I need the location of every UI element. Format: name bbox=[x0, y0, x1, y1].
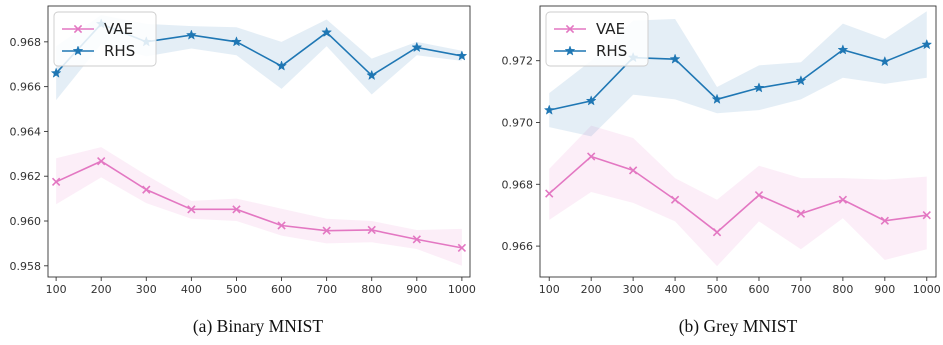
point-rhs bbox=[837, 44, 849, 55]
x-tick-label: 200 bbox=[91, 283, 112, 296]
plot-frame bbox=[47, 5, 471, 278]
point-rhs bbox=[411, 41, 423, 53]
point-vae bbox=[457, 243, 467, 253]
x-tick-label: 100 bbox=[539, 283, 560, 296]
x-tick-label: 1000 bbox=[448, 283, 476, 296]
y-tick-label: 0.966 bbox=[502, 240, 534, 253]
point-vae bbox=[277, 221, 286, 230]
legend-marker-vae bbox=[565, 24, 575, 34]
x-tick-label: 500 bbox=[226, 283, 247, 296]
y-tick-label: 0.966 bbox=[10, 81, 42, 94]
x-tick-label: 300 bbox=[136, 283, 157, 296]
point-vae bbox=[51, 177, 61, 186]
point-rhs bbox=[711, 93, 723, 104]
point-rhs bbox=[321, 26, 333, 38]
point-rhs bbox=[185, 29, 197, 40]
point-vae bbox=[232, 205, 241, 214]
point-rhs bbox=[231, 36, 242, 47]
x-tick-label: 1000 bbox=[913, 283, 941, 296]
x-tick-label: 900 bbox=[874, 283, 895, 296]
point-vae bbox=[754, 190, 764, 200]
y-tick-label: 0.968 bbox=[10, 36, 42, 49]
x-tick-label: 700 bbox=[316, 283, 337, 296]
line-rhs bbox=[549, 43, 928, 111]
point-vae bbox=[880, 216, 889, 225]
x-tick-label: 400 bbox=[181, 283, 202, 296]
y-tick-label: 0.970 bbox=[502, 116, 534, 129]
legend-label-vae: VAE bbox=[104, 20, 133, 38]
legend-label-rhs: RHS bbox=[104, 42, 135, 60]
legend-label-vae: VAE bbox=[596, 20, 625, 38]
point-vae bbox=[670, 195, 680, 204]
point-rhs bbox=[921, 38, 933, 50]
x-tick-label: 600 bbox=[271, 283, 292, 296]
point-vae bbox=[628, 166, 638, 175]
legend-marker-rhs bbox=[564, 45, 576, 56]
legend-marker-rhs bbox=[72, 45, 84, 56]
y-tick-label: 0.962 bbox=[10, 170, 42, 183]
band-rhs bbox=[56, 14, 462, 101]
point-rhs bbox=[879, 55, 891, 67]
point-vae bbox=[712, 228, 722, 237]
point-rhs bbox=[669, 53, 681, 64]
line-vae bbox=[548, 155, 927, 234]
point-vae bbox=[97, 157, 106, 166]
point-vae bbox=[187, 205, 196, 214]
point-rhs bbox=[753, 82, 765, 93]
caption-binary-mnist: (a) Binary MNIST bbox=[193, 316, 324, 336]
point-rhs bbox=[276, 60, 287, 71]
x-tick-label: 600 bbox=[748, 283, 769, 296]
panel-grey-mnist: 100 200 300 400 500 600 700 800 900 1000 0.966 0.96… bbox=[502, 5, 941, 296]
x-tick-label: 800 bbox=[361, 283, 382, 296]
point-vae bbox=[587, 152, 596, 161]
x-tick-label: 400 bbox=[665, 283, 686, 296]
point-vae bbox=[796, 209, 806, 218]
x-tick-label: 900 bbox=[406, 283, 427, 296]
point-vae bbox=[838, 195, 848, 204]
band-vae bbox=[549, 125, 927, 267]
y-tick-label: 0.960 bbox=[10, 215, 42, 228]
caption-grey-mnist: (b) Grey MNIST bbox=[679, 316, 798, 336]
point-rhs bbox=[366, 69, 378, 81]
point-vae bbox=[142, 185, 151, 194]
y-tick-label: 0.972 bbox=[502, 55, 534, 68]
legend-label-rhs: RHS bbox=[596, 42, 627, 60]
point-vae bbox=[922, 211, 931, 220]
point-vae bbox=[322, 226, 331, 235]
x-tick-label: 700 bbox=[790, 283, 811, 296]
plot-frame bbox=[539, 5, 937, 278]
x-tick-label: 100 bbox=[46, 283, 67, 296]
panel-binary-mnist: 100 200 300 400 500 600 700 800 900 1000 0.958 0.96… bbox=[10, 5, 476, 296]
x-tick-label: 200 bbox=[581, 283, 602, 296]
y-tick-label: 0.968 bbox=[502, 178, 534, 191]
point-rhs bbox=[456, 50, 468, 61]
point-vae bbox=[412, 235, 421, 244]
point-rhs bbox=[795, 75, 807, 86]
band-vae bbox=[56, 147, 462, 266]
y-tick-label: 0.958 bbox=[10, 260, 42, 273]
legend-marker-vae bbox=[73, 24, 83, 34]
y-tick-label: 0.964 bbox=[10, 125, 42, 138]
line-vae bbox=[55, 160, 463, 249]
x-tick-label: 800 bbox=[832, 283, 853, 296]
point-vae bbox=[367, 225, 376, 235]
x-tick-label: 300 bbox=[623, 283, 644, 296]
point-rhs bbox=[50, 67, 62, 78]
point-rhs bbox=[585, 95, 597, 106]
point-rhs bbox=[543, 104, 555, 115]
point-vae bbox=[545, 189, 554, 198]
x-tick-label: 500 bbox=[707, 283, 728, 296]
